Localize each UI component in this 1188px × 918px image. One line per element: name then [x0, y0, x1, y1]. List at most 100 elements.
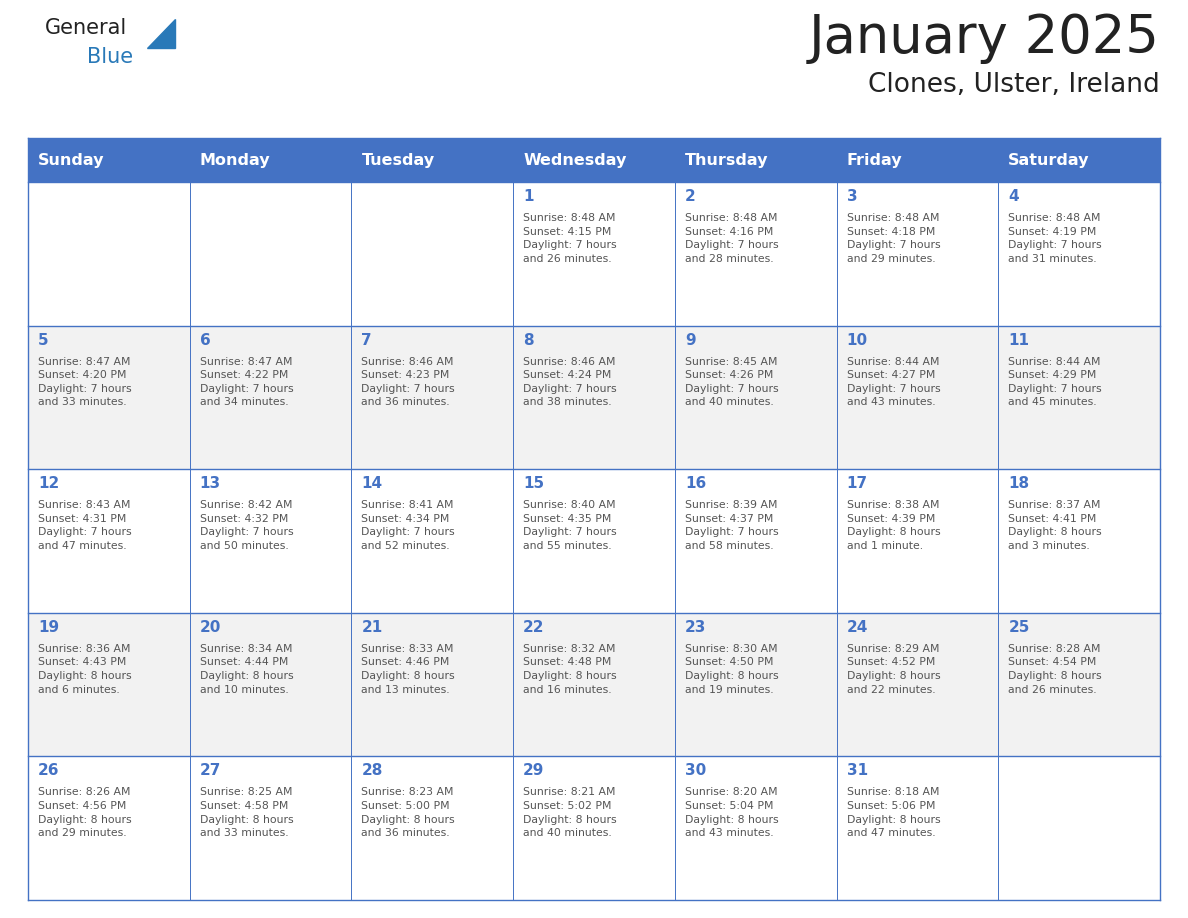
Text: General: General	[45, 18, 127, 38]
Text: 31: 31	[847, 764, 867, 778]
Bar	[998, 756, 1159, 900]
Bar	[998, 469, 1159, 613]
Bar	[352, 756, 513, 900]
Text: Sunrise: 8:37 AM
Sunset: 4:41 PM
Daylight: 8 hours
and 3 minutes.: Sunrise: 8:37 AM Sunset: 4:41 PM Dayligh…	[1009, 500, 1102, 551]
Text: Wednesday: Wednesday	[523, 152, 626, 167]
Text: 12: 12	[38, 476, 59, 491]
Text: 3: 3	[847, 189, 858, 204]
Text: 1: 1	[523, 189, 533, 204]
Text: 27: 27	[200, 764, 221, 778]
Text: 28: 28	[361, 764, 383, 778]
Bar	[29, 469, 190, 613]
Text: 6: 6	[200, 332, 210, 348]
Text: Sunrise: 8:38 AM
Sunset: 4:39 PM
Daylight: 8 hours
and 1 minute.: Sunrise: 8:38 AM Sunset: 4:39 PM Dayligh…	[847, 500, 940, 551]
Bar	[29, 138, 190, 182]
Text: Sunrise: 8:23 AM
Sunset: 5:00 PM
Daylight: 8 hours
and 36 minutes.: Sunrise: 8:23 AM Sunset: 5:00 PM Dayligh…	[361, 788, 455, 838]
Text: Sunrise: 8:42 AM
Sunset: 4:32 PM
Daylight: 7 hours
and 50 minutes.: Sunrise: 8:42 AM Sunset: 4:32 PM Dayligh…	[200, 500, 293, 551]
Text: Sunrise: 8:47 AM
Sunset: 4:22 PM
Daylight: 7 hours
and 34 minutes.: Sunrise: 8:47 AM Sunset: 4:22 PM Dayligh…	[200, 356, 293, 408]
Text: 5: 5	[38, 332, 49, 348]
Polygon shape	[147, 19, 175, 48]
Text: 2: 2	[684, 189, 696, 204]
Bar	[675, 182, 836, 326]
Bar	[29, 326, 190, 469]
Text: Sunrise: 8:21 AM
Sunset: 5:02 PM
Daylight: 8 hours
and 40 minutes.: Sunrise: 8:21 AM Sunset: 5:02 PM Dayligh…	[523, 788, 617, 838]
Bar	[513, 326, 675, 469]
Bar	[190, 182, 352, 326]
Text: 4: 4	[1009, 189, 1019, 204]
Bar	[836, 469, 998, 613]
Bar	[675, 613, 836, 756]
Bar	[998, 138, 1159, 182]
Bar	[352, 182, 513, 326]
Text: 20: 20	[200, 620, 221, 635]
Bar	[513, 138, 675, 182]
Text: Sunrise: 8:48 AM
Sunset: 4:18 PM
Daylight: 7 hours
and 29 minutes.: Sunrise: 8:48 AM Sunset: 4:18 PM Dayligh…	[847, 213, 940, 263]
Text: Sunrise: 8:26 AM
Sunset: 4:56 PM
Daylight: 8 hours
and 29 minutes.: Sunrise: 8:26 AM Sunset: 4:56 PM Dayligh…	[38, 788, 132, 838]
Text: 14: 14	[361, 476, 383, 491]
Bar	[998, 326, 1159, 469]
Bar	[29, 756, 190, 900]
Bar	[29, 613, 190, 756]
Bar	[513, 756, 675, 900]
Text: Sunrise: 8:20 AM
Sunset: 5:04 PM
Daylight: 8 hours
and 43 minutes.: Sunrise: 8:20 AM Sunset: 5:04 PM Dayligh…	[684, 788, 778, 838]
Bar	[190, 326, 352, 469]
Text: 9: 9	[684, 332, 695, 348]
Bar	[352, 613, 513, 756]
Bar	[190, 138, 352, 182]
Text: Sunrise: 8:44 AM
Sunset: 4:27 PM
Daylight: 7 hours
and 43 minutes.: Sunrise: 8:44 AM Sunset: 4:27 PM Dayligh…	[847, 356, 940, 408]
Bar	[836, 138, 998, 182]
Text: 17: 17	[847, 476, 867, 491]
Bar	[998, 182, 1159, 326]
Bar	[675, 138, 836, 182]
Text: 10: 10	[847, 332, 867, 348]
Bar	[190, 469, 352, 613]
Bar	[190, 756, 352, 900]
Text: Sunrise: 8:47 AM
Sunset: 4:20 PM
Daylight: 7 hours
and 33 minutes.: Sunrise: 8:47 AM Sunset: 4:20 PM Dayligh…	[38, 356, 132, 408]
Bar	[675, 756, 836, 900]
Bar	[836, 756, 998, 900]
Bar	[352, 138, 513, 182]
Text: 13: 13	[200, 476, 221, 491]
Text: Sunrise: 8:34 AM
Sunset: 4:44 PM
Daylight: 8 hours
and 10 minutes.: Sunrise: 8:34 AM Sunset: 4:44 PM Dayligh…	[200, 644, 293, 695]
Text: Sunrise: 8:32 AM
Sunset: 4:48 PM
Daylight: 8 hours
and 16 minutes.: Sunrise: 8:32 AM Sunset: 4:48 PM Dayligh…	[523, 644, 617, 695]
Text: Sunday: Sunday	[38, 152, 105, 167]
Text: 8: 8	[523, 332, 533, 348]
Text: Sunrise: 8:48 AM
Sunset: 4:15 PM
Daylight: 7 hours
and 26 minutes.: Sunrise: 8:48 AM Sunset: 4:15 PM Dayligh…	[523, 213, 617, 263]
Bar	[836, 613, 998, 756]
Text: Sunrise: 8:46 AM
Sunset: 4:23 PM
Daylight: 7 hours
and 36 minutes.: Sunrise: 8:46 AM Sunset: 4:23 PM Dayligh…	[361, 356, 455, 408]
Text: 16: 16	[684, 476, 706, 491]
Text: 7: 7	[361, 332, 372, 348]
Text: Sunrise: 8:48 AM
Sunset: 4:19 PM
Daylight: 7 hours
and 31 minutes.: Sunrise: 8:48 AM Sunset: 4:19 PM Dayligh…	[1009, 213, 1102, 263]
Bar	[513, 182, 675, 326]
Text: Sunrise: 8:39 AM
Sunset: 4:37 PM
Daylight: 7 hours
and 58 minutes.: Sunrise: 8:39 AM Sunset: 4:37 PM Dayligh…	[684, 500, 778, 551]
Text: Sunrise: 8:41 AM
Sunset: 4:34 PM
Daylight: 7 hours
and 52 minutes.: Sunrise: 8:41 AM Sunset: 4:34 PM Dayligh…	[361, 500, 455, 551]
Text: Sunrise: 8:28 AM
Sunset: 4:54 PM
Daylight: 8 hours
and 26 minutes.: Sunrise: 8:28 AM Sunset: 4:54 PM Dayligh…	[1009, 644, 1102, 695]
Text: 23: 23	[684, 620, 706, 635]
Text: 29: 29	[523, 764, 544, 778]
Bar	[513, 469, 675, 613]
Bar	[836, 182, 998, 326]
Text: Sunrise: 8:48 AM
Sunset: 4:16 PM
Daylight: 7 hours
and 28 minutes.: Sunrise: 8:48 AM Sunset: 4:16 PM Dayligh…	[684, 213, 778, 263]
Bar	[836, 326, 998, 469]
Text: 22: 22	[523, 620, 544, 635]
Text: 21: 21	[361, 620, 383, 635]
Text: Sunrise: 8:33 AM
Sunset: 4:46 PM
Daylight: 8 hours
and 13 minutes.: Sunrise: 8:33 AM Sunset: 4:46 PM Dayligh…	[361, 644, 455, 695]
Text: Sunrise: 8:46 AM
Sunset: 4:24 PM
Daylight: 7 hours
and 38 minutes.: Sunrise: 8:46 AM Sunset: 4:24 PM Dayligh…	[523, 356, 617, 408]
Text: 25: 25	[1009, 620, 1030, 635]
Text: Clones, Ulster, Ireland: Clones, Ulster, Ireland	[868, 72, 1159, 98]
Text: Friday: Friday	[847, 152, 902, 167]
Bar	[675, 326, 836, 469]
Bar	[352, 326, 513, 469]
Text: Sunrise: 8:36 AM
Sunset: 4:43 PM
Daylight: 8 hours
and 6 minutes.: Sunrise: 8:36 AM Sunset: 4:43 PM Dayligh…	[38, 644, 132, 695]
Text: Sunrise: 8:18 AM
Sunset: 5:06 PM
Daylight: 8 hours
and 47 minutes.: Sunrise: 8:18 AM Sunset: 5:06 PM Dayligh…	[847, 788, 940, 838]
Text: Sunrise: 8:30 AM
Sunset: 4:50 PM
Daylight: 8 hours
and 19 minutes.: Sunrise: 8:30 AM Sunset: 4:50 PM Dayligh…	[684, 644, 778, 695]
Text: 11: 11	[1009, 332, 1029, 348]
Text: 24: 24	[847, 620, 868, 635]
Text: 18: 18	[1009, 476, 1030, 491]
Text: January 2025: January 2025	[809, 12, 1159, 64]
Text: Tuesday: Tuesday	[361, 152, 435, 167]
Text: Blue: Blue	[87, 47, 133, 67]
Text: 30: 30	[684, 764, 706, 778]
Text: Monday: Monday	[200, 152, 271, 167]
Bar	[675, 469, 836, 613]
